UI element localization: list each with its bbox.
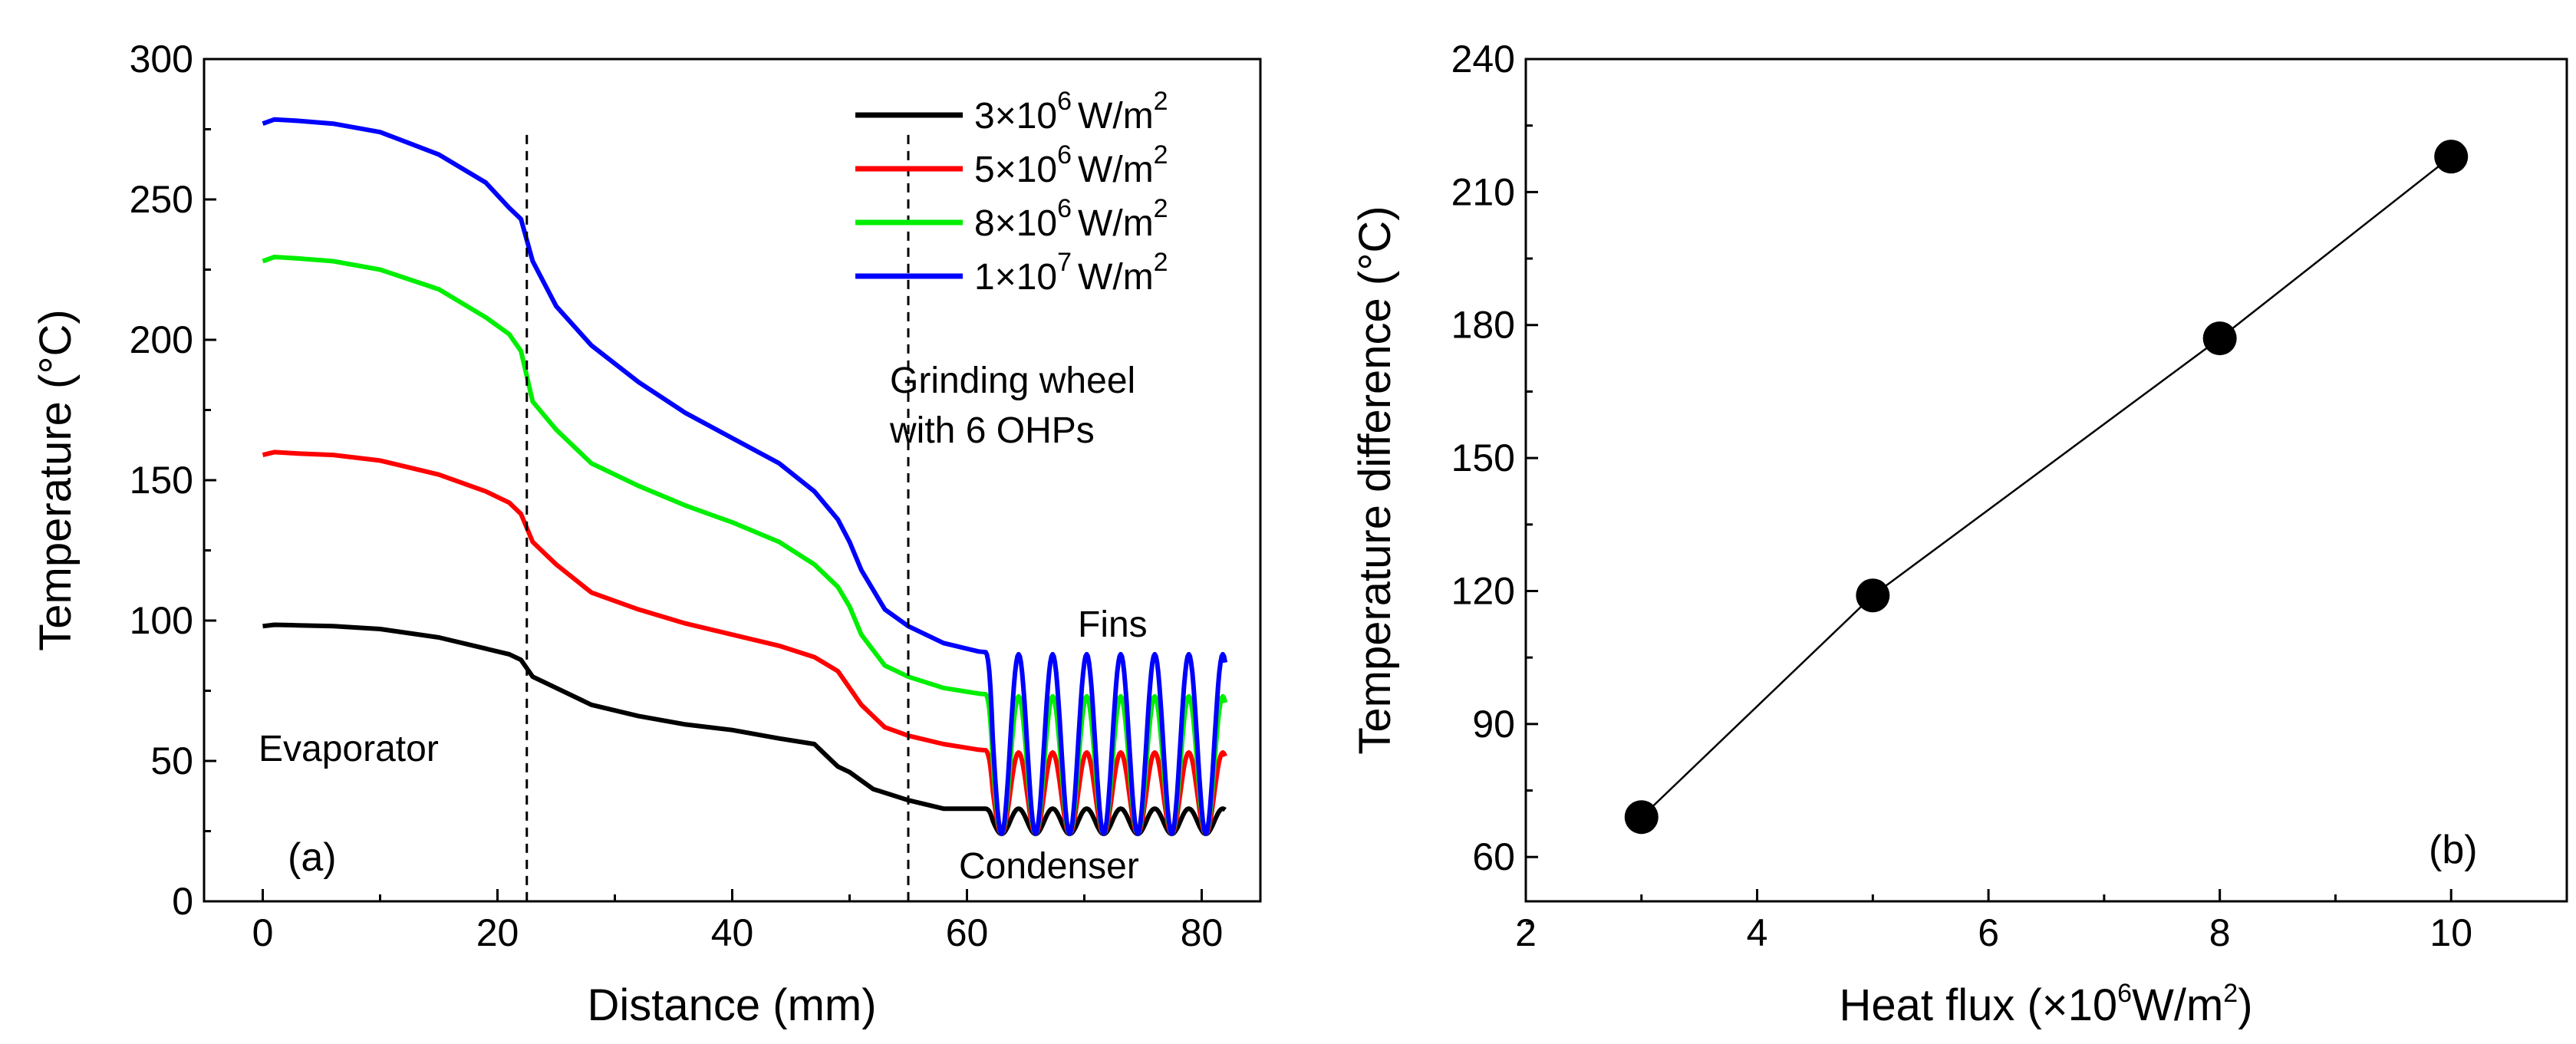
panel-b-data-point bbox=[1856, 578, 1890, 613]
panel-b-x-title-unit: W/m bbox=[2132, 980, 2223, 1030]
panel-b-plot-frame bbox=[1524, 58, 2568, 903]
legend-entry-2: 5×106 W/m2 bbox=[974, 140, 1168, 190]
legend-entry-3: 8×106 W/m2 bbox=[974, 194, 1168, 244]
panel-b-x-tick-label: 2 bbox=[1515, 911, 1537, 954]
panel-b-y-tick-label: 150 bbox=[1451, 436, 1515, 479]
panel-a-x-tick-label: 60 bbox=[946, 911, 989, 954]
panel-b-data-point bbox=[2434, 140, 2469, 174]
legend-entry-1: 3×106 W/m2 bbox=[974, 87, 1168, 137]
grinding-wheel-annotation: Grinding wheel bbox=[890, 361, 1135, 401]
panel-a-x-tick-label: 20 bbox=[476, 911, 519, 954]
panel-b-y-tick-label: 180 bbox=[1451, 304, 1515, 347]
panel-a-series-group bbox=[262, 117, 1228, 837]
panel-a-y-axis-title: Temperature (°C) bbox=[31, 309, 81, 650]
evaporator-annotation: Evaporator bbox=[259, 729, 439, 769]
panel-a-y-tick-label: 150 bbox=[130, 459, 193, 502]
legend-entry-4: 1×107 W/m2 bbox=[974, 248, 1168, 298]
panel-b-x-tick-label: 10 bbox=[2429, 911, 2472, 954]
condenser-annotation: Condenser bbox=[959, 846, 1139, 887]
panel-a-x-axis-title: Distance (mm) bbox=[587, 980, 876, 1030]
panel-a-y-tick-label: 250 bbox=[130, 178, 193, 221]
panel-a-y-tick-label: 0 bbox=[172, 880, 193, 923]
panel-b-x-axis-title: Heat flux (×106W/m2) bbox=[1839, 979, 2252, 1030]
panel-b-x-tick-label: 6 bbox=[1978, 911, 1999, 954]
panel-b-y-tick-label: 90 bbox=[1472, 703, 1515, 746]
panel-b-data-point bbox=[1624, 800, 1659, 835]
panel-a-legend: 3×106 W/m25×106 W/m28×106 W/m21×107 W/m2 bbox=[855, 87, 1168, 298]
panel-b-y-tick-label: 210 bbox=[1451, 170, 1515, 213]
panel-a-label: (a) bbox=[288, 835, 337, 880]
panel-a-x-tick-label: 0 bbox=[252, 911, 274, 954]
panel-b-x-title-base: Heat flux (×10 bbox=[1839, 980, 2117, 1030]
series-line-4 bbox=[262, 117, 1228, 836]
panel-b-y-tick-label: 60 bbox=[1472, 835, 1515, 878]
panel-a-y-tick-label: 200 bbox=[130, 318, 193, 361]
panel-a-chart: 0 20 40 60 80 0 50 100 150 200 250 300 Distance (mm… bbox=[31, 38, 1262, 1030]
panel-a-y-tick-label: 300 bbox=[130, 38, 193, 81]
ohps-annotation: with 6 OHPs bbox=[889, 410, 1095, 451]
panel-b-y-axis-title: Temperature difference (°C) bbox=[1350, 206, 1400, 754]
panel-a-x-tick-label: 80 bbox=[1181, 911, 1224, 954]
panel-b-chart: 2 4 6 8 10 60 90 120 150 180 210 240 Heat flux (×10… bbox=[1350, 38, 2568, 1030]
panel-b-data-group bbox=[1624, 140, 2469, 835]
panel-b-y-tick-label: 120 bbox=[1451, 569, 1515, 612]
panel-b-x-tick-label: 4 bbox=[1747, 911, 1768, 954]
panel-b-x-title-end: ) bbox=[2238, 980, 2252, 1030]
panel-b-x-tick-label: 8 bbox=[2209, 911, 2231, 954]
panel-b-y-tick-label: 240 bbox=[1451, 38, 1515, 81]
panel-b-x-title-exp: 6 bbox=[2117, 979, 2132, 1008]
panel-b-connecting-line bbox=[1640, 156, 2452, 818]
panel-b-data-point bbox=[2202, 321, 2237, 356]
panel-a-y-tick-label: 100 bbox=[130, 599, 193, 642]
panel-b-x-title-unit-exp: 2 bbox=[2223, 979, 2238, 1008]
panel-b-label: (b) bbox=[2429, 828, 2478, 872]
fins-annotation: Fins bbox=[1078, 604, 1148, 645]
panel-a-x-tick-label: 40 bbox=[711, 911, 754, 954]
panel-a-ticks: 0 20 40 60 80 0 50 100 150 200 250 300 bbox=[130, 38, 1224, 954]
panel-b-ticks: 2 4 6 8 10 60 90 120 150 180 210 240 bbox=[1451, 38, 2568, 954]
panel-a-y-tick-label: 50 bbox=[150, 739, 193, 782]
